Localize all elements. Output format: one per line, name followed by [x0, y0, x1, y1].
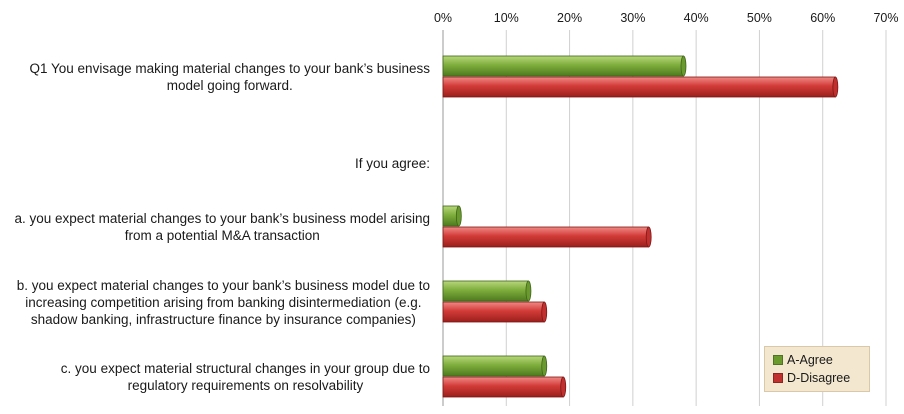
x-tick-label: 70% — [873, 11, 898, 25]
category-label: If you agree: — [355, 155, 430, 172]
category-label-line: b. you expect material changes to your b… — [16, 277, 430, 293]
x-tick-label: 40% — [684, 11, 709, 25]
x-tick-label: 0% — [434, 11, 452, 25]
category-label: Q1 You envisage making material changes … — [30, 60, 431, 94]
legend: A-Agree D-Disagree — [764, 346, 870, 392]
category-label-line: If you agree: — [354, 155, 430, 171]
legend-item-agree: A-Agree — [773, 351, 869, 369]
bar-disagree — [442, 301, 548, 323]
bar-agree — [442, 355, 548, 377]
legend-swatch-agree — [773, 355, 783, 365]
category-label: b. you expect material changes to your b… — [17, 277, 430, 328]
category-label-line: a. you expect material changes to your b… — [14, 211, 430, 226]
x-tick-label: 50% — [747, 11, 772, 25]
x-tick-label: 20% — [557, 11, 582, 25]
legend-item-disagree: D-Disagree — [773, 369, 869, 387]
category-label-line: increasing competition arising from bank… — [25, 294, 422, 310]
category-label-line: from a potential M&A transaction — [124, 228, 320, 243]
category-label: c. you expect material structural change… — [61, 360, 430, 394]
bar-disagree — [442, 376, 567, 398]
category-label: a. you expect material changes to your b… — [15, 210, 430, 244]
x-tick-label: 30% — [620, 11, 645, 25]
category-label-line: c. you expect material structural change… — [60, 361, 430, 376]
legend-label-disagree: D-Disagree — [787, 371, 851, 385]
x-tick-label: 60% — [810, 11, 835, 25]
legend-swatch-disagree — [773, 373, 783, 383]
category-label-line: model going forward. — [166, 78, 293, 93]
bar-agree — [442, 205, 462, 227]
bar-disagree — [442, 76, 839, 98]
category-label-line: Q1 You envisage making material changes … — [29, 61, 431, 76]
bar-agree — [442, 55, 687, 77]
category-label-line: regulatory requirements on resolvability — [127, 378, 364, 393]
category-label-line: shadow banking, infrastructure finance b… — [30, 311, 416, 327]
legend-label-agree: A-Agree — [787, 353, 833, 367]
bar-disagree — [442, 226, 652, 248]
x-tick-label: 10% — [494, 11, 519, 25]
bar-agree — [442, 280, 532, 302]
